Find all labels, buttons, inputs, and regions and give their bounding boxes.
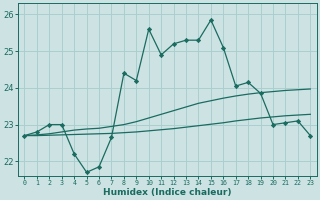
X-axis label: Humidex (Indice chaleur): Humidex (Indice chaleur) (103, 188, 232, 197)
